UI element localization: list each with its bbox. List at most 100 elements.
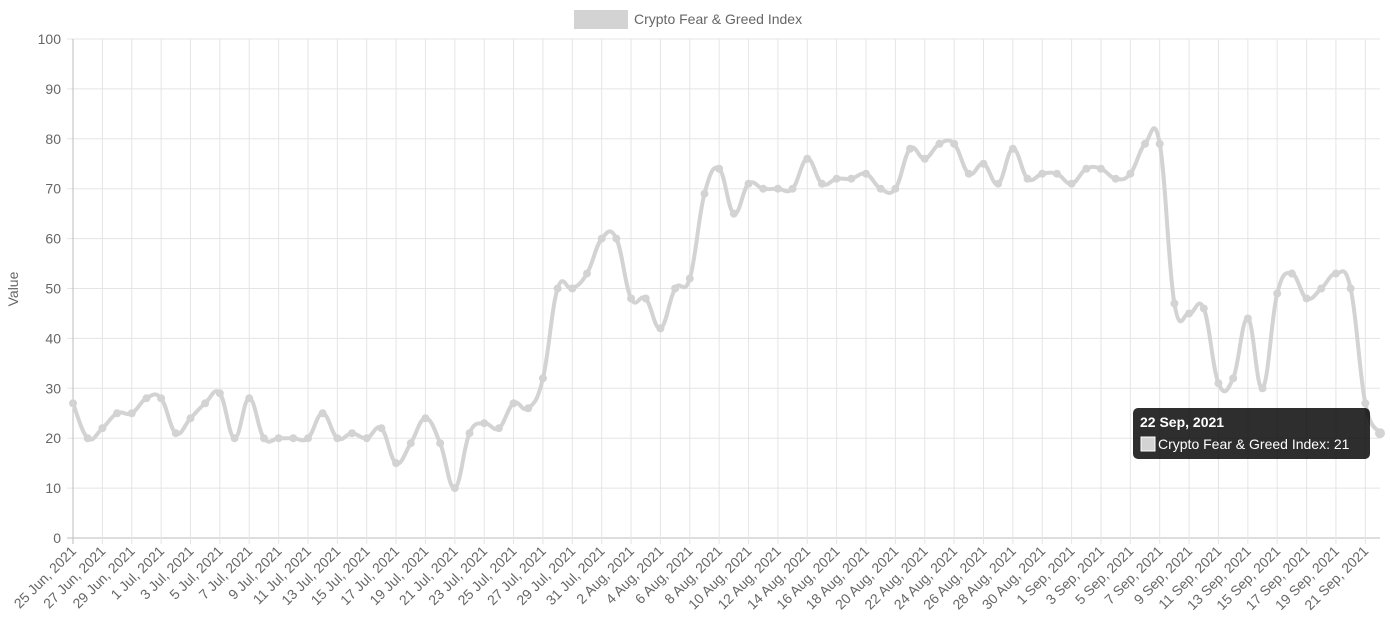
data-point[interactable] [979, 159, 988, 168]
data-point[interactable] [553, 284, 562, 293]
data-point[interactable] [215, 389, 224, 398]
data-point[interactable] [700, 189, 709, 198]
data-point[interactable] [98, 424, 107, 433]
data-point[interactable] [333, 434, 342, 443]
data-point[interactable] [1331, 269, 1340, 278]
data-point[interactable] [538, 374, 547, 383]
data-point[interactable] [465, 429, 474, 438]
tooltip-background [1133, 408, 1370, 459]
data-point[interactable] [1375, 428, 1385, 439]
data-point[interactable] [759, 184, 768, 193]
data-point[interactable] [1126, 169, 1135, 178]
data-point[interactable] [891, 184, 900, 193]
data-point[interactable] [1243, 314, 1252, 323]
data-point[interactable] [480, 419, 489, 428]
data-point[interactable] [582, 269, 591, 278]
data-point[interactable] [509, 399, 518, 408]
data-point[interactable] [1023, 174, 1032, 183]
data-point[interactable] [436, 439, 445, 448]
data-point[interactable] [876, 184, 885, 193]
data-point[interactable] [744, 179, 753, 188]
data-point[interactable] [142, 394, 151, 403]
y-tick-label: 70 [45, 181, 61, 197]
tooltip-swatch [1140, 436, 1156, 452]
data-point[interactable] [1214, 379, 1223, 388]
data-point[interactable] [69, 399, 77, 408]
data-point[interactable] [906, 144, 915, 153]
data-point[interactable] [656, 324, 665, 333]
data-point[interactable] [641, 294, 650, 303]
data-point[interactable] [362, 434, 371, 443]
data-point[interactable] [1229, 374, 1238, 383]
data-point[interactable] [289, 434, 298, 443]
data-point[interactable] [274, 434, 283, 443]
data-point[interactable] [377, 424, 386, 433]
data-point[interactable] [715, 164, 724, 173]
data-point[interactable] [127, 409, 136, 418]
data-point[interactable] [406, 439, 415, 448]
data-point[interactable] [1302, 294, 1311, 303]
data-point[interactable] [259, 434, 268, 443]
data-point[interactable] [157, 394, 166, 403]
data-point[interactable] [847, 174, 856, 183]
data-point[interactable] [1199, 304, 1208, 313]
data-points[interactable] [69, 139, 1385, 493]
data-point[interactable] [1170, 299, 1179, 308]
data-point[interactable] [1141, 139, 1150, 148]
data-point[interactable] [627, 294, 636, 303]
data-point[interactable] [803, 154, 812, 163]
y-tick-label: 0 [53, 530, 61, 546]
data-point[interactable] [318, 409, 327, 418]
data-point[interactable] [671, 284, 680, 293]
data-point[interactable] [612, 234, 621, 243]
legend[interactable]: Crypto Fear & Greed Index [574, 10, 802, 29]
data-point[interactable] [1317, 284, 1326, 293]
data-point[interactable] [171, 429, 180, 438]
data-point[interactable] [729, 209, 738, 218]
data-point[interactable] [1273, 289, 1282, 298]
data-point[interactable] [83, 434, 92, 443]
data-point[interactable] [597, 234, 606, 243]
data-point[interactable] [392, 459, 401, 468]
data-point[interactable] [964, 169, 973, 178]
data-point[interactable] [685, 274, 694, 283]
data-point[interactable] [1361, 399, 1370, 408]
data-point[interactable] [935, 139, 944, 148]
data-point[interactable] [1346, 284, 1355, 293]
data-point[interactable] [832, 174, 841, 183]
data-point[interactable] [245, 394, 254, 403]
data-point[interactable] [1287, 269, 1296, 278]
data-point[interactable] [524, 404, 533, 413]
data-point[interactable] [1052, 169, 1061, 178]
data-point[interactable] [450, 484, 459, 493]
data-point[interactable] [348, 429, 357, 438]
data-point[interactable] [994, 179, 1003, 188]
data-point[interactable] [773, 184, 782, 193]
data-point[interactable] [186, 414, 195, 423]
data-point[interactable] [1185, 309, 1194, 318]
data-point[interactable] [1258, 384, 1267, 393]
y-tick-label: 10 [45, 480, 61, 496]
data-point[interactable] [113, 409, 122, 418]
data-point[interactable] [1096, 164, 1105, 173]
data-point[interactable] [1008, 144, 1017, 153]
data-point[interactable] [920, 154, 929, 163]
data-point[interactable] [788, 184, 797, 193]
y-tick-label: 40 [45, 330, 61, 346]
data-point[interactable] [1082, 164, 1091, 173]
data-point[interactable] [950, 139, 959, 148]
data-point[interactable] [817, 179, 826, 188]
data-point[interactable] [1111, 174, 1120, 183]
data-point[interactable] [494, 424, 503, 433]
data-point[interactable] [421, 414, 430, 423]
data-point[interactable] [862, 169, 871, 178]
data-point[interactable] [1067, 179, 1076, 188]
data-point[interactable] [1038, 169, 1047, 178]
data-point[interactable] [303, 434, 312, 443]
data-point[interactable] [230, 434, 239, 443]
data-point[interactable] [1155, 139, 1164, 148]
data-point[interactable] [201, 399, 210, 408]
data-point[interactable] [568, 284, 577, 293]
